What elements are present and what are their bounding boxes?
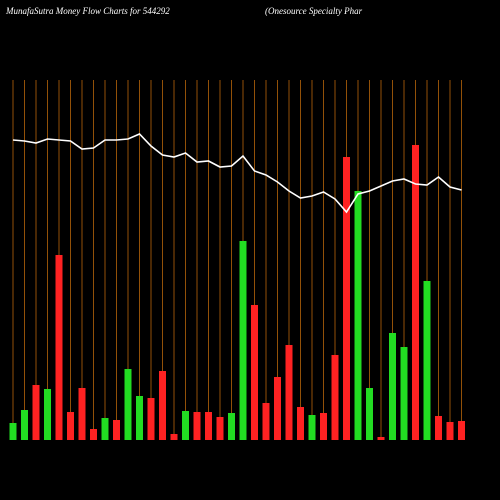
bar xyxy=(423,281,431,440)
bar xyxy=(159,371,166,440)
bar xyxy=(343,157,350,440)
bar xyxy=(239,241,247,440)
chart-subtitle: (Onesource Specialty Phar xyxy=(265,6,363,16)
bar xyxy=(366,388,373,440)
bar xyxy=(90,429,97,440)
bar xyxy=(113,420,120,440)
bar xyxy=(446,422,454,440)
bar xyxy=(285,345,293,440)
bar xyxy=(354,191,362,440)
bar xyxy=(216,417,224,440)
bar xyxy=(124,369,132,440)
bar xyxy=(412,145,419,440)
bar xyxy=(44,389,51,440)
bar xyxy=(331,355,339,440)
bar xyxy=(55,255,63,440)
bar xyxy=(182,411,189,440)
chart-title: MunafaSutra Money Flow Charts for 544292 xyxy=(5,6,170,16)
bar xyxy=(251,305,258,440)
bar xyxy=(21,410,28,440)
bar xyxy=(458,421,465,440)
bar xyxy=(228,413,235,440)
bar xyxy=(274,377,281,440)
bar xyxy=(308,415,316,440)
bar xyxy=(193,412,201,440)
bar xyxy=(205,412,212,440)
bar xyxy=(170,434,178,440)
bar xyxy=(320,413,327,440)
bar xyxy=(389,333,396,440)
bar xyxy=(435,416,442,440)
bar xyxy=(9,423,17,440)
bar xyxy=(400,347,408,440)
bar xyxy=(32,385,40,440)
bar xyxy=(101,418,109,440)
bar xyxy=(377,437,385,440)
bar xyxy=(297,407,304,440)
bar xyxy=(136,396,143,440)
bar xyxy=(78,388,86,440)
line xyxy=(12,133,462,214)
bar xyxy=(67,412,74,440)
bar xyxy=(147,398,155,440)
bar xyxy=(262,403,270,440)
